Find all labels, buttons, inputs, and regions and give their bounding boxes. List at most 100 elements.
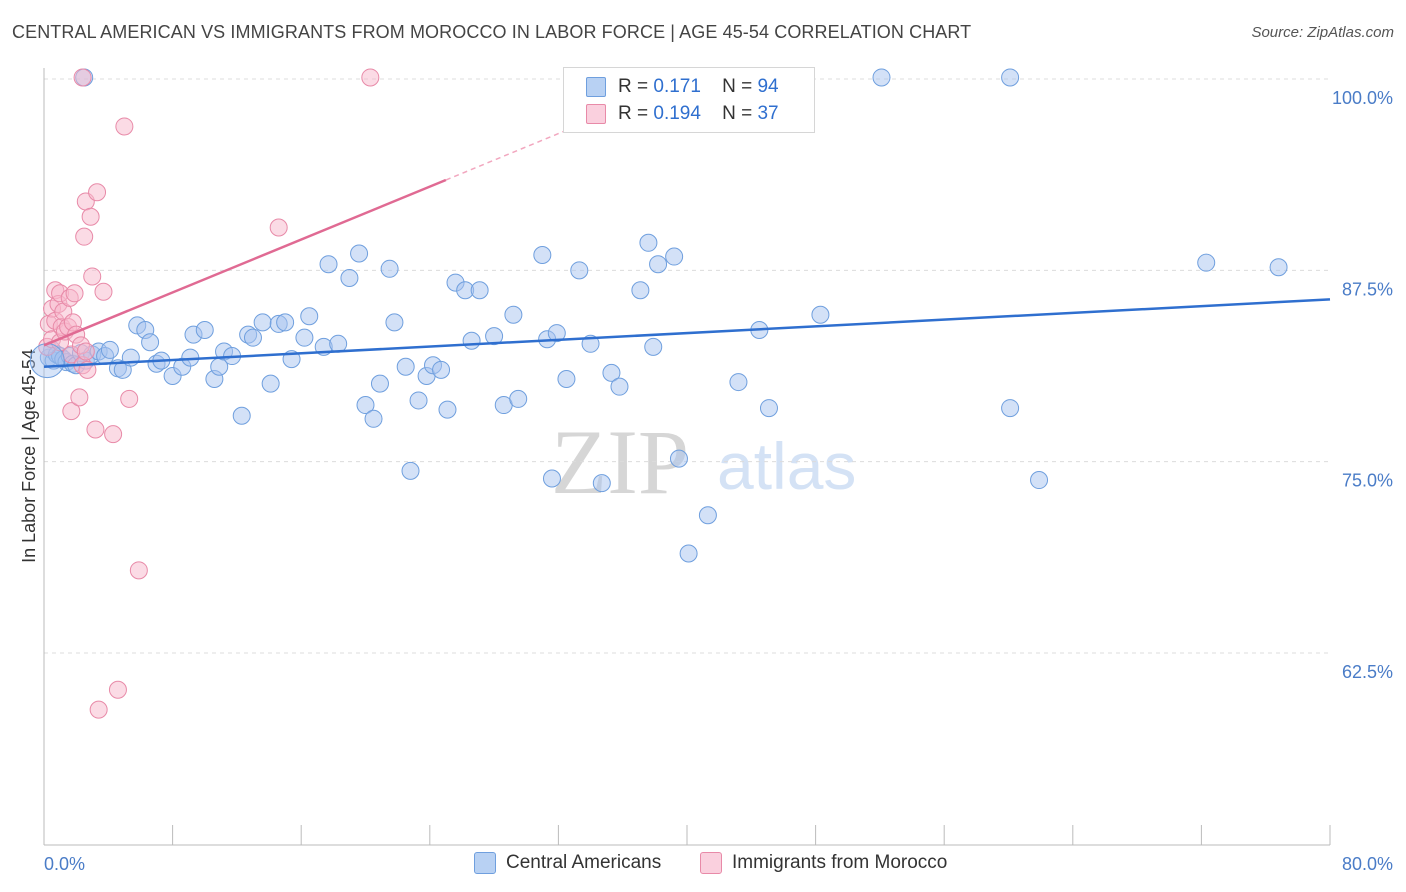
data-point	[542, 469, 561, 488]
data-point	[547, 324, 566, 343]
gridlines	[44, 78, 1330, 654]
data-point	[76, 342, 95, 361]
y-tick-label: 62.5%	[1342, 662, 1393, 682]
data-point	[361, 68, 380, 87]
data-point	[300, 307, 319, 326]
data-point	[70, 388, 89, 407]
stats-legend: R = 0.171 N = 94 R = 0.194 N = 37	[563, 67, 815, 133]
data-point	[364, 409, 383, 428]
data-point	[1269, 258, 1288, 277]
data-point	[243, 328, 262, 347]
legend-swatch-blue	[474, 852, 496, 874]
data-point	[385, 313, 404, 332]
data-point	[639, 233, 658, 252]
tick-labels: 100.0% 87.5% 75.0% 62.5% 0.0% 80.0% In Labor F…	[19, 88, 1393, 874]
data-point	[665, 247, 684, 266]
data-point	[62, 402, 81, 421]
y-tick-label: 75.0%	[1342, 471, 1393, 491]
y-tick-label: 87.5%	[1342, 279, 1393, 299]
x-tick-label-min: 0.0%	[44, 854, 85, 874]
data-point	[104, 425, 123, 444]
data-point	[485, 327, 504, 346]
data-point	[1197, 253, 1216, 272]
legend-row-central-americans: R = 0.171 N = 94	[586, 74, 779, 100]
data-point	[261, 374, 280, 393]
data-point	[75, 227, 94, 246]
data-point	[1001, 68, 1020, 87]
data-point	[89, 700, 108, 719]
legend-label: Central Americans	[506, 852, 662, 873]
data-point	[100, 340, 119, 359]
x-tick-label-max: 80.0%	[1342, 854, 1393, 874]
data-point	[88, 183, 107, 202]
axes	[43, 68, 1331, 846]
data-point	[340, 268, 359, 287]
legend-item-morocco: Immigrants from Morocco	[700, 852, 947, 874]
data-point	[115, 117, 134, 136]
data-point	[129, 561, 148, 580]
data-point	[669, 449, 688, 468]
series-legend: Central Americans Immigrants from Morocc…	[0, 852, 1406, 878]
legend-item-central-americans: Central Americans	[474, 852, 661, 874]
data-point	[592, 474, 611, 493]
data-point	[872, 68, 891, 87]
data-point	[232, 406, 251, 425]
chart-title: CENTRAL AMERICAN VS IMMIGRANTS FROM MORO…	[12, 22, 972, 42]
legend-label: Immigrants from Morocco	[732, 852, 948, 873]
data-point	[295, 328, 314, 347]
data-point	[1001, 399, 1020, 418]
legend-r-label: R =	[618, 76, 649, 97]
legend-n-label: N =	[722, 76, 753, 97]
trend-line-central-americans	[43, 298, 1331, 369]
data-point	[329, 334, 348, 353]
data-point	[276, 313, 295, 332]
legend-n-label: N =	[722, 103, 753, 124]
data-point	[86, 420, 105, 439]
y-tick-label: 100.0%	[1332, 88, 1393, 108]
data-point-cluster	[29, 343, 65, 379]
data-point	[253, 313, 272, 332]
data-point	[409, 391, 428, 410]
data-point	[195, 321, 214, 340]
data-point	[557, 370, 576, 389]
data-point	[644, 337, 663, 356]
data-point	[462, 331, 481, 350]
data-point	[504, 305, 523, 324]
legend-swatch-blue	[586, 77, 606, 97]
data-point	[108, 680, 127, 699]
data-point	[470, 281, 489, 300]
data-point	[811, 305, 830, 324]
data-point	[73, 68, 92, 87]
legend-r-value: 0.171	[653, 76, 701, 97]
data-point	[141, 333, 160, 352]
legend-n-value: 37	[757, 103, 779, 124]
data-point	[380, 259, 399, 278]
data-point	[356, 396, 375, 415]
legend-swatch-pink	[586, 104, 606, 124]
legend-n-value: 94	[757, 76, 779, 97]
data-point	[350, 244, 369, 263]
legend-r-value: 0.194	[653, 103, 701, 124]
y-axis-label: In Labor Force | Age 45-54	[19, 349, 39, 563]
legend-r-label: R =	[618, 103, 649, 124]
data-point	[438, 400, 457, 419]
data-point	[396, 357, 415, 376]
watermark-atlas: atlas	[717, 429, 856, 503]
data-points	[29, 68, 1288, 719]
data-point	[759, 399, 778, 418]
data-point	[370, 374, 389, 393]
data-point	[679, 544, 698, 563]
source-credit: Source: ZipAtlas.com	[1251, 24, 1394, 41]
data-point	[631, 281, 650, 300]
data-point	[570, 261, 589, 280]
data-point	[698, 506, 717, 525]
data-point	[81, 207, 100, 226]
data-point	[729, 373, 748, 392]
data-point	[610, 377, 629, 396]
data-point	[319, 255, 338, 274]
legend-row-morocco: R = 0.194 N = 37	[586, 101, 779, 127]
data-point	[83, 267, 102, 286]
data-point	[401, 461, 420, 480]
legend-swatch-pink	[700, 852, 722, 874]
